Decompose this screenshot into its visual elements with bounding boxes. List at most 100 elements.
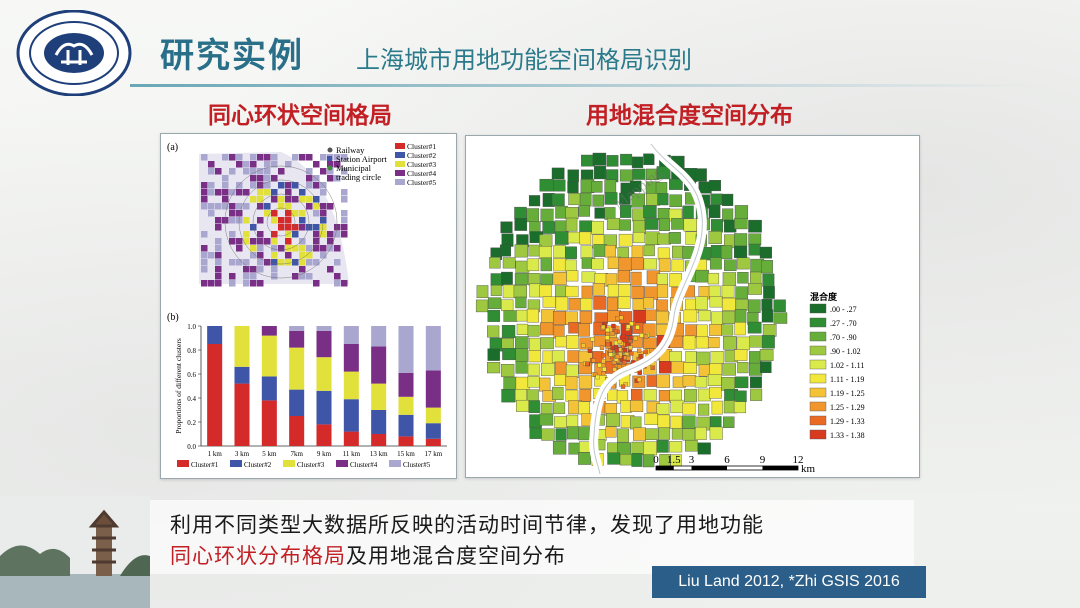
land-parcel [655, 310, 669, 324]
cluster-cell [320, 203, 327, 210]
land-parcel [476, 285, 489, 299]
cluster-cell [243, 259, 250, 266]
land-parcel [593, 335, 606, 347]
land-parcel [605, 327, 610, 333]
land-parcel [591, 358, 596, 363]
land-parcel [567, 350, 580, 363]
land-parcel [733, 401, 746, 414]
land-parcel [551, 350, 565, 363]
land-parcel [644, 218, 659, 230]
land-parcel [639, 333, 644, 338]
cluster-cell [285, 182, 292, 189]
cluster-cell [257, 182, 264, 189]
cluster-cell [334, 224, 341, 231]
land-parcel [602, 367, 607, 372]
bar-segment [398, 436, 414, 446]
land-parcel [737, 272, 749, 284]
land-parcel [707, 272, 720, 285]
land-parcel [685, 351, 697, 363]
cluster-cell [201, 266, 208, 273]
cluster-cell [334, 259, 341, 266]
cluster-cell [250, 161, 257, 168]
cluster-cell [250, 182, 257, 189]
cluster-cell [341, 189, 348, 196]
land-parcel [568, 298, 583, 311]
cluster-cell [208, 168, 215, 175]
cluster-cell [327, 266, 334, 273]
cluster-cell [215, 217, 222, 224]
cluster-cell [285, 210, 292, 217]
cluster-cell [299, 224, 306, 231]
land-parcel [632, 231, 645, 244]
bar-segment [289, 389, 305, 416]
land-parcel [631, 193, 645, 208]
cluster-cell [229, 210, 236, 217]
cluster-cell [278, 203, 285, 210]
cluster-cell [278, 224, 285, 231]
bar-segment [343, 326, 359, 344]
cluster-cell [271, 259, 278, 266]
land-parcel [578, 323, 590, 337]
land-parcel [612, 367, 617, 372]
legend-label: Cluster#3 [297, 461, 325, 469]
cluster-cell [236, 203, 243, 210]
land-parcel [722, 336, 737, 350]
cluster-cell [264, 168, 271, 175]
land-parcel [643, 153, 655, 166]
land-parcel [656, 284, 669, 298]
legend-range-label: 1.02 - 1.11 [830, 361, 864, 370]
land-parcel [579, 310, 593, 324]
cluster-cell [334, 280, 341, 287]
land-parcel [761, 260, 773, 274]
cluster-cell [334, 245, 341, 252]
cluster-cell [292, 224, 299, 231]
land-parcel [682, 402, 696, 415]
cluster-cell [243, 238, 250, 245]
cluster-cell [299, 154, 306, 161]
legend-swatch [336, 460, 348, 467]
legend-railway: Railway [336, 145, 365, 155]
land-parcel [750, 271, 762, 285]
cluster-cell [236, 154, 243, 161]
bar-segment [289, 330, 305, 348]
land-parcel [515, 336, 529, 349]
cluster-cell [264, 203, 271, 210]
land-parcel [565, 364, 579, 378]
land-parcel [553, 179, 566, 192]
cluster-cell [306, 182, 313, 189]
cluster-cell [222, 175, 229, 182]
land-parcel [606, 217, 621, 230]
land-parcel [620, 384, 626, 389]
cluster-cell [292, 245, 299, 252]
land-parcel [578, 205, 591, 217]
cluster-cell [264, 238, 271, 245]
bar-segment [371, 434, 387, 446]
land-parcel [515, 348, 528, 362]
land-parcel [553, 245, 566, 259]
scale-tick-label: 9 [760, 454, 766, 466]
land-parcel [528, 195, 541, 207]
land-parcel [682, 375, 697, 387]
cluster-cell [215, 203, 222, 210]
land-parcel [613, 329, 618, 334]
land-parcel [500, 221, 513, 234]
land-parcel [539, 234, 553, 247]
bar-segment [398, 326, 414, 373]
cluster-cell [201, 189, 208, 196]
land-parcel [709, 296, 723, 308]
land-parcel [759, 349, 774, 362]
bar-segment [371, 383, 387, 410]
land-parcel [685, 324, 699, 338]
bar-segment [261, 376, 277, 401]
land-parcel [709, 386, 722, 399]
land-parcel [539, 284, 552, 298]
cluster-cell [271, 175, 278, 182]
cluster-cell [243, 273, 250, 280]
cluster-cell [201, 182, 208, 189]
cluster-cell [278, 245, 285, 252]
land-parcel [610, 345, 615, 350]
land-parcel [593, 295, 607, 310]
cluster-cell [320, 168, 327, 175]
land-parcel [710, 351, 724, 364]
land-parcel [599, 345, 605, 350]
